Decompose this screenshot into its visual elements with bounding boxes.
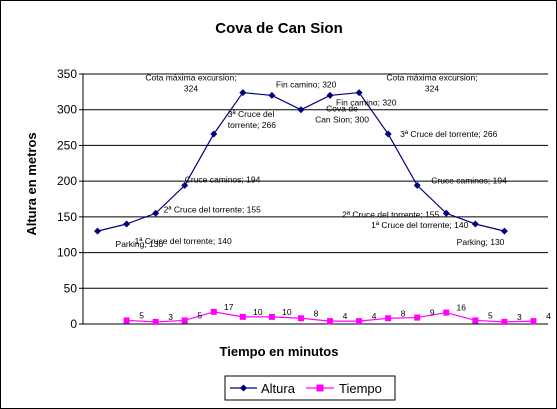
tiempo-point [356,318,363,325]
tiempo-point [385,315,392,322]
altura-data-label: Parking; 130 [457,237,505,247]
tiempo-data-label: 4 [343,311,348,321]
tiempo-data-label: 5 [488,310,493,320]
chart-title: Cova de Can Sion [215,20,343,37]
altura-data-label: Cota máxima excursion; 324 [386,73,477,94]
tiempo-data-label: 8 [401,308,406,318]
altura-point [471,220,479,228]
tiempo-point [297,315,304,322]
y-tick-label: 200 [57,174,77,188]
tiempo-data-label: 8 [314,308,319,318]
altura-data-label: Fin camino; 320 [276,79,337,89]
legend-altura-label: Altura [261,381,296,396]
altura-data-label: Cruce caminos; 194 [431,175,507,185]
altura-point [297,106,305,114]
tiempo-point [414,314,421,321]
altura-point [210,130,218,138]
y-tick-label: 50 [64,281,78,295]
tiempo-data-label: 5 [139,310,144,320]
altura-point [500,227,508,235]
tiempo-point [239,313,246,320]
tiempo-data-label: 16 [457,303,467,313]
altura-data-label: 2ª Cruce del torrente; 155 [164,204,261,214]
altura-data-label: 3ª Cruce del torrente; 266 [400,129,497,139]
tiempo-point [123,317,130,324]
y-tick-label: 150 [57,210,77,224]
altura-point [413,181,421,189]
altura-point [268,91,276,99]
tiempo-data-label: 5 [197,310,202,320]
tiempo-data-label: 10 [282,307,292,317]
altura-point [355,89,363,97]
x-axis-title: Tiempo en minutos [220,344,339,359]
tiempo-point [268,313,275,320]
tiempo-point [501,318,508,325]
tiempo-data-label: 3 [517,312,522,322]
tiempo-data-label: 9 [430,308,435,318]
tiempo-point [152,318,159,325]
altura-data-label: Cota máxima excursion; 324 [145,73,236,94]
altura-point [152,209,160,217]
altura-data-label: 2ª Cruce del torrente; 155 [342,209,439,219]
altura-point [94,227,102,235]
altura-data-label: Cova de Can Sion; 300 [315,104,369,125]
altura-point [442,209,450,217]
y-tick-label: 250 [57,138,77,152]
legend-altura-marker [240,384,247,392]
y-axis-title: Altura en metros [24,132,39,235]
altura-point [181,181,189,189]
y-tick-label: 300 [57,103,77,117]
y-tick-label: 0 [70,317,77,331]
tiempo-data-label: 17 [224,302,234,312]
tiempo-data-label: 4 [372,311,377,321]
altura-data-label: Fin camino; 320 [336,97,397,107]
tiempo-point [530,318,537,325]
tiempo-point [181,317,188,324]
legend: Altura Tiempo [224,375,396,401]
tiempo-point [443,309,450,316]
tiempo-data-label: 10 [253,307,263,317]
y-tick-label: 100 [57,246,77,260]
plot-background [83,74,548,324]
tiempo-data-label: 4 [546,311,551,321]
altura-point [384,130,392,138]
tiempo-data-label: 3 [168,312,173,322]
altura-point [326,91,334,99]
altura-data-label: 3ª Cruce del torrente; 266 [228,109,276,130]
tiempo-point [472,317,479,324]
legend-tiempo-marker [316,384,324,392]
altura-data-label: 1ª Cruce del torrente; 140 [135,236,232,246]
legend-tiempo-label: Tiempo [339,381,382,396]
y-tick-label: 350 [57,67,77,81]
altura-data-label: Cruce caminos; 194 [185,174,261,184]
tiempo-point [210,308,217,315]
altura-point [239,89,247,97]
altura-point [123,220,131,228]
altura-data-label: Parking; 130 [116,239,164,249]
altura-data-label: 1ª Cruce del torrente; 140 [371,220,468,230]
tiempo-point [327,318,334,325]
